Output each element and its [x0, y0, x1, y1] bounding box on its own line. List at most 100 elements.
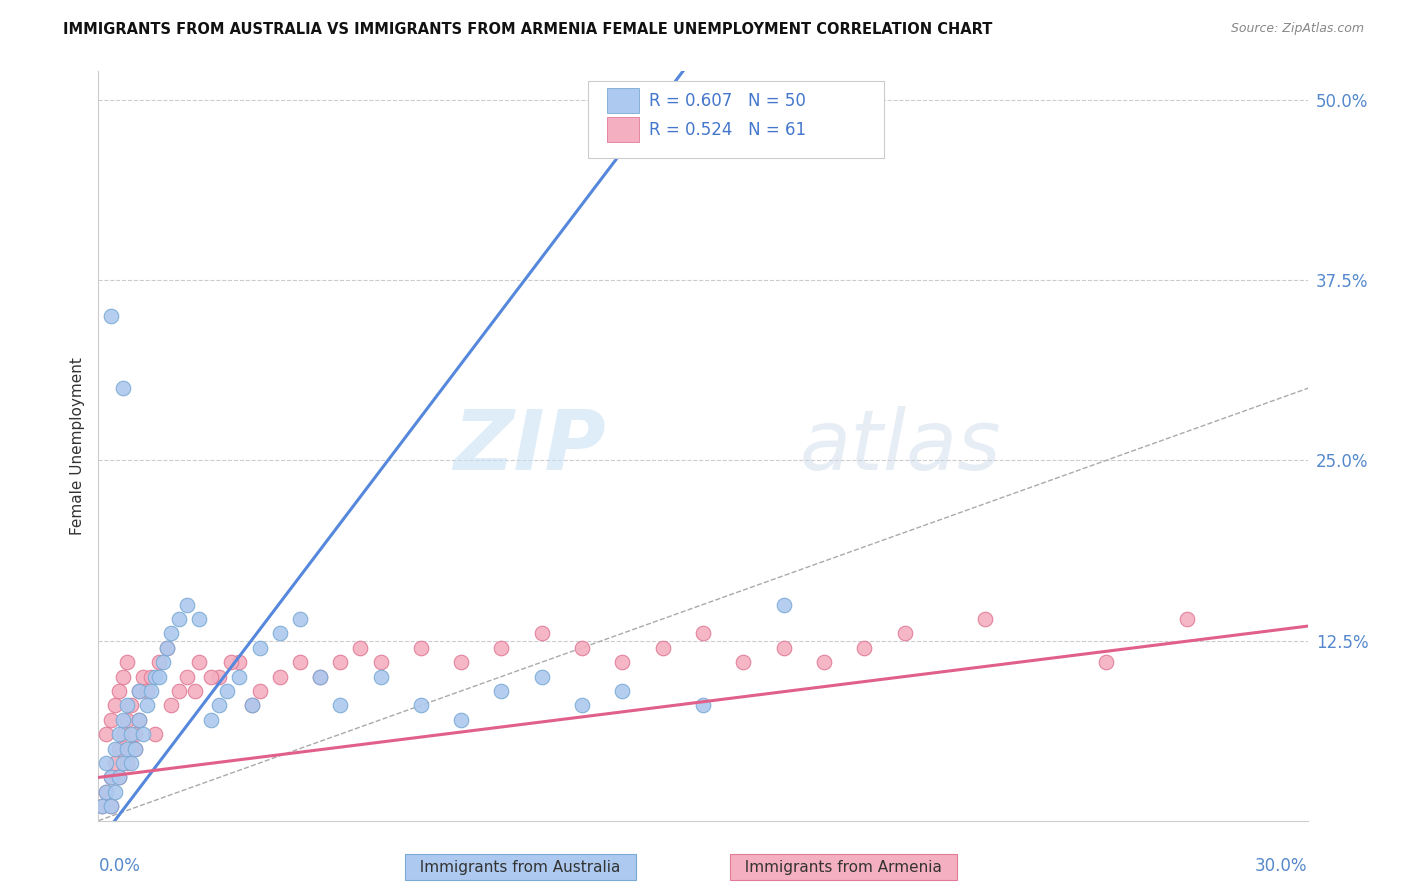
Point: [111, 381, 134, 395]
Point: [329, 698, 352, 713]
Point: [188, 655, 211, 669]
Point: [813, 655, 835, 669]
Point: [249, 684, 271, 698]
Point: [349, 640, 371, 655]
Point: [450, 713, 472, 727]
FancyBboxPatch shape: [607, 117, 638, 143]
Point: [128, 713, 150, 727]
Point: [288, 612, 311, 626]
Point: [288, 655, 311, 669]
Point: [107, 727, 129, 741]
Point: [893, 626, 915, 640]
Point: [269, 669, 291, 683]
Point: [221, 655, 243, 669]
Point: [96, 727, 118, 741]
Point: [772, 640, 794, 655]
Point: [249, 640, 271, 655]
Point: [128, 713, 150, 727]
Point: [491, 684, 513, 698]
Text: R = 0.607   N = 50: R = 0.607 N = 50: [648, 92, 806, 110]
Text: 0.0%: 0.0%: [98, 856, 141, 875]
Point: [107, 741, 129, 756]
Point: [692, 626, 714, 640]
Point: [103, 698, 125, 713]
Point: [200, 669, 222, 683]
Point: [128, 684, 150, 698]
Point: [974, 612, 997, 626]
Point: [228, 655, 250, 669]
Text: ZIP: ZIP: [454, 406, 606, 486]
Point: [132, 727, 155, 741]
Point: [111, 727, 134, 741]
Point: [115, 698, 138, 713]
Point: [96, 785, 118, 799]
Point: [571, 698, 593, 713]
Point: [96, 785, 118, 799]
Point: [184, 684, 207, 698]
Point: [100, 771, 122, 785]
Point: [91, 799, 114, 814]
Point: [103, 741, 125, 756]
Point: [135, 684, 157, 698]
Point: [200, 713, 222, 727]
Point: [111, 756, 134, 770]
Point: [329, 655, 352, 669]
Point: [491, 640, 513, 655]
Point: [772, 598, 794, 612]
Point: [217, 684, 239, 698]
Point: [240, 698, 263, 713]
Point: [120, 727, 142, 741]
Point: [115, 655, 138, 669]
Point: [733, 655, 755, 669]
Point: [107, 771, 129, 785]
Point: [188, 612, 211, 626]
Point: [571, 640, 593, 655]
Text: R = 0.524   N = 61: R = 0.524 N = 61: [648, 120, 806, 138]
Point: [148, 655, 170, 669]
Point: [240, 698, 263, 713]
Point: [853, 640, 876, 655]
Point: [115, 741, 138, 756]
Point: [309, 669, 332, 683]
Point: [128, 684, 150, 698]
Point: [120, 741, 142, 756]
Point: [103, 756, 125, 770]
Point: [612, 655, 634, 669]
Point: [176, 598, 198, 612]
Point: [167, 612, 190, 626]
Point: [91, 799, 114, 814]
Point: [143, 727, 166, 741]
Point: [143, 669, 166, 683]
Point: [115, 756, 138, 770]
Point: [120, 756, 142, 770]
Point: [135, 698, 157, 713]
Point: [111, 713, 134, 727]
Point: [96, 756, 118, 770]
Point: [139, 684, 162, 698]
Y-axis label: Female Unemployment: Female Unemployment: [69, 357, 84, 535]
Point: [651, 640, 673, 655]
Point: [409, 640, 432, 655]
Point: [370, 655, 392, 669]
Point: [100, 310, 122, 324]
Point: [156, 640, 179, 655]
Point: [160, 626, 183, 640]
Point: [100, 713, 122, 727]
Text: Immigrants from Armenia: Immigrants from Armenia: [735, 860, 952, 874]
Point: [100, 799, 122, 814]
Point: [152, 655, 174, 669]
Point: [148, 669, 170, 683]
Point: [530, 626, 553, 640]
Point: [409, 698, 432, 713]
Point: [107, 771, 129, 785]
Text: Immigrants from Australia: Immigrants from Australia: [411, 860, 630, 874]
Point: [124, 727, 146, 741]
Point: [450, 655, 472, 669]
FancyBboxPatch shape: [607, 88, 638, 113]
Point: [156, 640, 179, 655]
Point: [124, 741, 146, 756]
Point: [1095, 655, 1118, 669]
Text: 30.0%: 30.0%: [1256, 856, 1308, 875]
Point: [160, 698, 183, 713]
Point: [167, 684, 190, 698]
